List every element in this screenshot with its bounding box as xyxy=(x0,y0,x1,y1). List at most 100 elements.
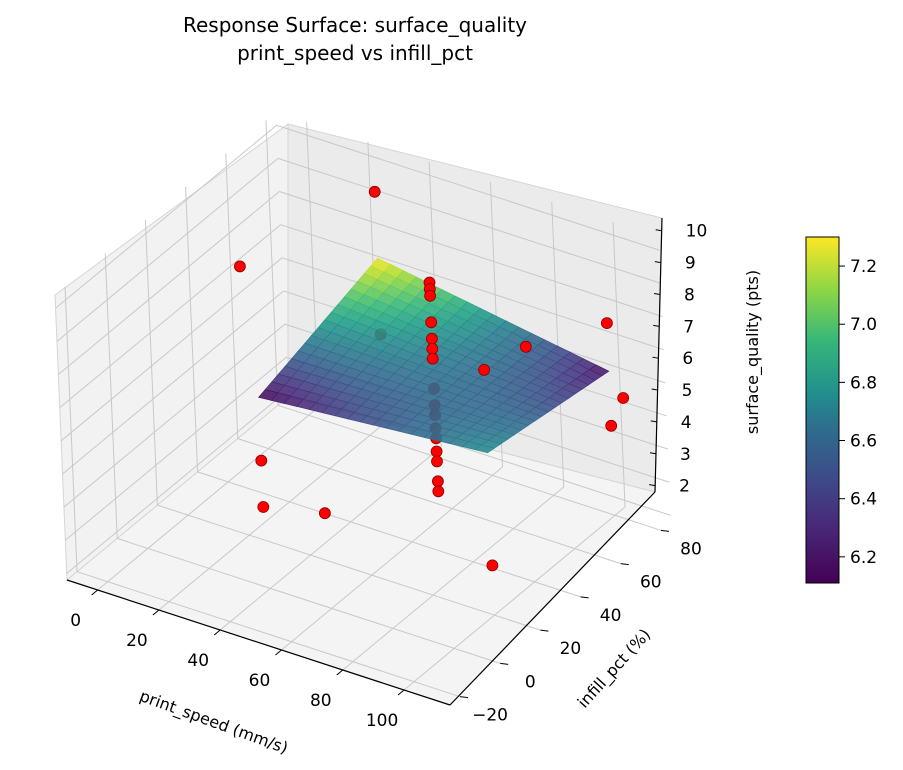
floor-grid-x xyxy=(281,466,503,651)
colorbar xyxy=(805,236,840,584)
floor-grid-y xyxy=(117,537,501,664)
colorbar-tick-label: 7.2 xyxy=(850,257,877,277)
left-grid-y xyxy=(225,153,239,439)
left-grid-y xyxy=(64,286,78,572)
x-axis-line xyxy=(66,579,451,706)
y-axis-line xyxy=(449,491,656,706)
z-tick-label: 6 xyxy=(682,349,693,369)
left-grid-z xyxy=(60,257,283,442)
z-tick-mark xyxy=(651,388,658,391)
floor-grid-y xyxy=(277,404,662,531)
data-point xyxy=(519,340,532,353)
back-grid-z xyxy=(277,157,662,284)
data-points-front xyxy=(233,185,630,520)
x-tick-mark xyxy=(336,669,344,676)
z-tick-label: 10 xyxy=(686,222,708,242)
data-point xyxy=(425,316,438,329)
y-tick-label: 40 xyxy=(600,606,622,626)
y-tick-mark xyxy=(500,662,509,665)
y-tick-mark xyxy=(580,596,589,599)
z-tick-mark xyxy=(650,420,657,423)
back-grid-x xyxy=(612,221,626,508)
data-point xyxy=(368,185,381,198)
z-tick-mark xyxy=(653,324,660,327)
z-tick-label: 8 xyxy=(684,285,695,305)
data-point xyxy=(431,475,444,488)
z-tick-mark xyxy=(649,484,656,487)
back-grid-z xyxy=(280,224,664,351)
z-tick-label: 3 xyxy=(680,445,691,465)
left-grid-y xyxy=(144,220,158,506)
floor-grid-y xyxy=(197,471,581,598)
left-grid-z xyxy=(63,323,286,508)
z-axis-label: surface_quality (pts) xyxy=(743,270,763,434)
axis-lines xyxy=(66,217,663,706)
x-axis-ticks: 0 20 40 60 80 100 xyxy=(70,589,405,731)
data-point xyxy=(605,419,618,432)
data-point xyxy=(424,289,437,302)
y-axis-ticks: −20 0 20 40 60 80 xyxy=(459,529,702,726)
back-grid-z xyxy=(276,124,660,251)
z-tick-label: 4 xyxy=(681,413,692,433)
data-point xyxy=(255,454,268,467)
x-axis-label: print_speed (mm/s) xyxy=(137,686,291,758)
y-tick-mark xyxy=(660,529,670,532)
data-point xyxy=(617,392,630,404)
y-tick-mark xyxy=(540,629,549,632)
floor-grid-y xyxy=(237,438,621,565)
back-grid-x xyxy=(551,201,565,488)
data-point xyxy=(425,332,438,345)
z-tick-mark xyxy=(654,261,661,264)
x-tick-label: 20 xyxy=(126,631,148,651)
y-tick-label: −20 xyxy=(472,706,508,726)
z-axis-line xyxy=(654,217,663,493)
floor-grid-x xyxy=(403,506,626,691)
left-grid-y xyxy=(185,186,199,472)
z-tick-mark xyxy=(649,452,657,455)
z-tick-mark xyxy=(652,356,659,359)
data-point xyxy=(430,445,443,458)
data-point xyxy=(426,352,439,365)
data-point xyxy=(431,455,443,468)
floor-grid-y xyxy=(76,571,461,698)
chart-title: Response Surface: surface_quality xyxy=(183,13,527,37)
chart-subtitle: print_speed vs infill_pct xyxy=(237,41,473,65)
data-point xyxy=(432,485,445,498)
x-tick-mark xyxy=(213,629,221,636)
data-point xyxy=(257,501,270,513)
x-tick-label: 100 xyxy=(366,711,398,731)
floor-grid-x xyxy=(97,406,319,591)
left-grid-y xyxy=(104,253,118,539)
x-tick-label: 60 xyxy=(249,671,271,691)
colorbar-tick-label: 6.6 xyxy=(850,432,877,452)
z-tick-label: 2 xyxy=(679,477,690,497)
left-grid-z xyxy=(59,224,282,409)
x-tick-mark xyxy=(91,589,98,596)
data-point xyxy=(318,507,331,520)
colorbar-ticks: 6.2 6.4 6.6 6.8 7.0 7.2 xyxy=(839,257,877,568)
floor-grid-y xyxy=(157,504,541,631)
data-point xyxy=(233,260,246,273)
left-grid-z xyxy=(65,356,287,541)
y-axis-label: infill_pct (%) xyxy=(574,625,655,712)
z-tick-mark xyxy=(653,292,661,295)
data-point xyxy=(601,317,613,330)
y-tick-label: 80 xyxy=(680,539,702,559)
left-grid-y xyxy=(265,120,279,406)
z-axis-ticks: 2 3 4 5 6 7 8 9 10 xyxy=(649,222,707,497)
y-tick-label: 20 xyxy=(560,639,582,659)
z-tick-label: 7 xyxy=(683,317,694,337)
y-tick-label: 60 xyxy=(640,573,662,593)
y-tick-mark xyxy=(459,696,469,699)
left-grid-z xyxy=(55,124,277,309)
floor-grid-x xyxy=(342,486,565,671)
z-tick-mark xyxy=(655,229,662,232)
x-tick-mark xyxy=(397,689,405,696)
colorbar-tick-label: 7.0 xyxy=(850,315,877,335)
floor-grid-x xyxy=(158,426,381,611)
x-tick-label: 40 xyxy=(187,651,209,671)
left-grid-z xyxy=(62,290,284,475)
x-tick-mark xyxy=(275,649,282,656)
left-grid-z xyxy=(56,158,279,342)
colorbar-tick-label: 6.8 xyxy=(850,373,877,393)
